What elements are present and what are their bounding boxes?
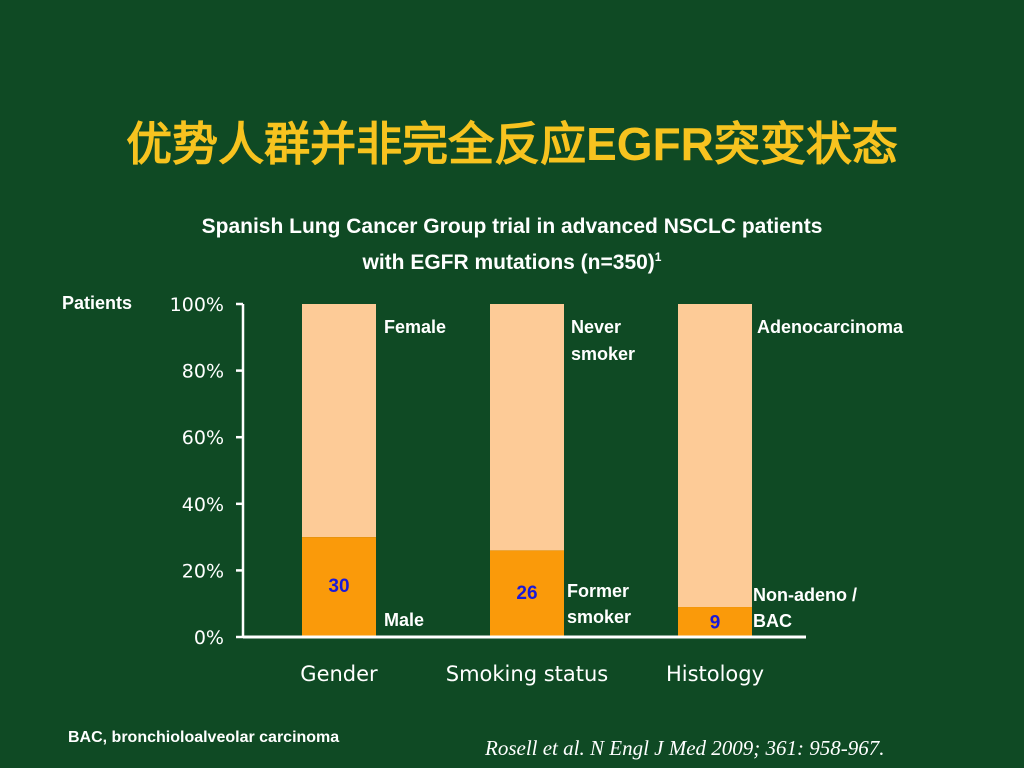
x-category-label: Histology: [666, 662, 764, 686]
chart-subtitle: Spanish Lung Cancer Group trial in advan…: [0, 212, 1024, 278]
bar-segment-bottom: [678, 607, 752, 637]
segment-label-top: Female: [384, 317, 446, 337]
title-part-1: 优势人群并非完全反应: [126, 117, 587, 171]
y-tick-label: 100%: [170, 294, 224, 316]
y-axis-label: Patients: [62, 293, 132, 313]
y-axis-ticks: 0% 20% 40% 60% 80% 100%: [170, 294, 243, 649]
bar-value-label: 26: [516, 583, 537, 604]
footnote: BAC, bronchioloalveolar carcinoma: [68, 729, 340, 746]
x-category-label: Gender: [300, 662, 378, 686]
title-part-2: 突变状态: [713, 117, 898, 171]
segment-labels: Female Never smoker Adenocarcinoma Male Forme…: [384, 317, 904, 631]
bar-segment-bottom: [302, 537, 376, 637]
bar-segment-bottom: [490, 550, 564, 637]
subtitle-line-1: Spanish Lung Cancer Group trial in advan…: [201, 215, 823, 238]
segment-label-bottom: Male: [384, 610, 424, 630]
segment-label-top: Never smoker: [571, 317, 635, 364]
segment-label-top: Adenocarcinoma: [757, 317, 904, 337]
bars: 30 26 9: [302, 304, 752, 637]
subtitle-line-2-text: with EGFR mutations (n=350): [362, 251, 655, 274]
bar-segment-top: [302, 304, 376, 538]
citation: Rosell et al. N Engl J Med 2009; 361: 95…: [485, 736, 885, 760]
bar-segment-top: [490, 304, 564, 551]
y-tick-label: 20%: [182, 560, 224, 582]
segment-label-bottom: Non-adeno / BAC: [753, 585, 857, 631]
x-axis-categories: Gender Smoking status Histology: [300, 662, 764, 686]
slide-title: 优势人群并非完全反应EGFR突变状态: [0, 108, 1024, 174]
y-tick-label: 80%: [182, 361, 224, 383]
x-category-label: Smoking status: [446, 662, 608, 686]
title-part-egfr: EGFR: [586, 118, 714, 170]
subtitle-footnote-marker: 1: [654, 250, 662, 264]
y-tick-label: 0%: [194, 627, 224, 649]
segment-label-bottom: Former smoker: [567, 581, 631, 627]
subtitle-line-2: with EGFR mutations (n=350)1: [0, 242, 1024, 278]
y-tick-label: 60%: [182, 427, 224, 449]
bar-value-label: 30: [328, 576, 349, 597]
y-tick-label: 40%: [182, 494, 224, 516]
bar-segment-top: [678, 304, 752, 608]
bar-value-label: 9: [710, 612, 721, 633]
